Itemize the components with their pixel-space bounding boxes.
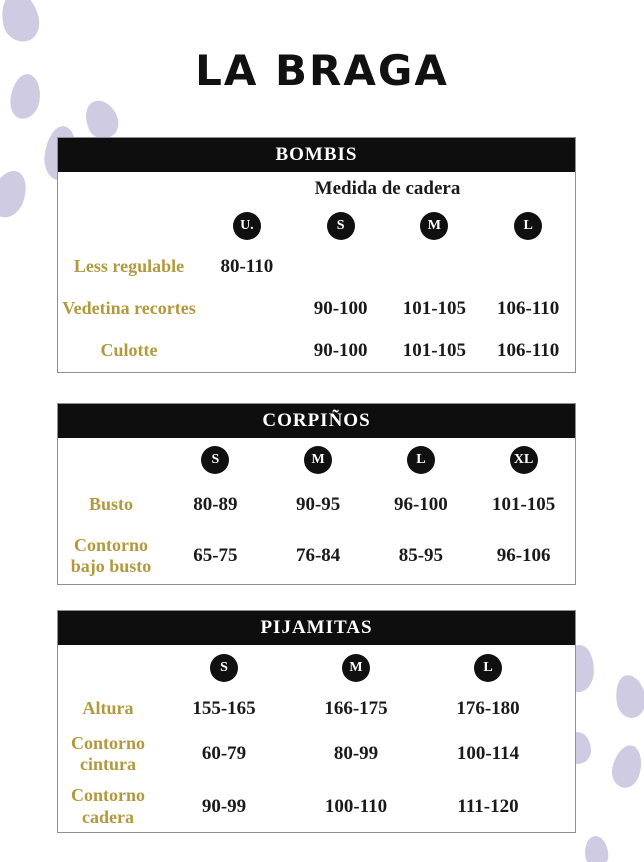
size-table-corpinos: CORPIÑOS S M L XL Busto 80-89 90-95 96-1… bbox=[57, 403, 576, 585]
table-row: Busto 80-89 90-95 96-100 101-105 bbox=[58, 482, 575, 528]
row-label: Contorno bajo busto bbox=[70, 534, 152, 576]
cell-value: 176-180 bbox=[456, 698, 520, 719]
table-title: CORPIÑOS bbox=[58, 404, 575, 438]
row-label: Less regulable bbox=[73, 256, 185, 277]
size-badge: XL bbox=[509, 446, 538, 474]
column-group-header: Medida de cadera bbox=[314, 178, 461, 199]
cell-value: 96-106 bbox=[496, 545, 551, 566]
row-label: Contorno cadera bbox=[70, 785, 145, 827]
table-row: Altura 155-165 166-175 176-180 bbox=[58, 691, 575, 727]
decorative-blob bbox=[608, 742, 644, 791]
size-badge: L bbox=[514, 212, 543, 240]
size-badge: M bbox=[420, 212, 449, 240]
row-label: Altura bbox=[82, 698, 134, 719]
cell-value: 96-100 bbox=[393, 494, 448, 515]
cell-value: 90-100 bbox=[313, 298, 368, 319]
row-label: Vedetina recortes bbox=[62, 298, 196, 319]
size-badge: S bbox=[210, 654, 238, 682]
cell-value: 80-99 bbox=[333, 743, 379, 764]
row-label: Culotte bbox=[100, 340, 158, 361]
cell-value: 60-79 bbox=[201, 743, 247, 764]
cell-value: 111-120 bbox=[457, 795, 519, 817]
size-badges-row: S M L XL bbox=[58, 438, 575, 482]
cell-value: 101-105 bbox=[491, 494, 556, 515]
size-badge: M bbox=[304, 446, 333, 474]
row-label: Busto bbox=[88, 494, 133, 515]
cell-value: 166-175 bbox=[324, 698, 388, 719]
table-title: PIJAMITAS bbox=[58, 611, 575, 645]
decorative-blob bbox=[0, 165, 33, 223]
size-badges-row: U. S M L bbox=[58, 206, 575, 246]
table-row: Contorno cadera 90-99 100-110 111-120 bbox=[58, 781, 575, 832]
decorative-blob bbox=[0, 0, 44, 46]
cell-value: 101-105 bbox=[402, 340, 467, 361]
cell-value: 106-110 bbox=[496, 298, 560, 319]
size-table-bombis: BOMBIS Medida de cadera U. S M L Less re… bbox=[57, 137, 576, 373]
table-row: Contorno cintura 60-79 80-99 100-114 bbox=[58, 727, 575, 781]
size-badge: S bbox=[201, 446, 230, 474]
table-row: Contorno bajo busto 65-75 76-84 85-95 96… bbox=[58, 528, 575, 584]
cell-value: 80-110 bbox=[220, 256, 274, 277]
table-title: BOMBIS bbox=[58, 138, 575, 172]
brand-logo: LA BRAGA bbox=[195, 46, 449, 95]
cell-value: 90-100 bbox=[313, 340, 368, 361]
cell-value: 90-95 bbox=[295, 494, 341, 515]
cell-value: 100-110 bbox=[324, 795, 388, 817]
cell-value: 65-75 bbox=[193, 545, 238, 566]
size-table-pijamitas: PIJAMITAS S M L Altura 155-165 166-175 1… bbox=[57, 610, 576, 833]
column-group-header-row: Medida de cadera bbox=[58, 172, 575, 206]
table-row: Vedetina recortes 90-100 101-105 106-110 bbox=[58, 288, 575, 330]
table-row: Less regulable 80-110 bbox=[58, 246, 575, 288]
cell-value: 85-95 bbox=[398, 545, 444, 566]
table-row: Culotte 90-100 101-105 106-110 bbox=[58, 330, 575, 372]
size-badge: S bbox=[326, 212, 355, 240]
cell-value: 80-89 bbox=[193, 494, 238, 515]
cell-value: 76-84 bbox=[295, 545, 341, 566]
decorative-blob bbox=[612, 672, 644, 721]
row-label: Contorno cintura bbox=[70, 732, 145, 774]
size-badge: L bbox=[406, 446, 435, 474]
cell-value: 100-114 bbox=[456, 743, 520, 764]
size-badge: M bbox=[342, 654, 370, 682]
cell-value: 90-99 bbox=[201, 795, 247, 817]
cell-value: 101-105 bbox=[402, 298, 467, 319]
cell-value: 155-165 bbox=[192, 698, 256, 719]
size-badges-row: S M L bbox=[58, 645, 575, 691]
cell-value: 106-110 bbox=[496, 340, 560, 361]
size-badge: L bbox=[474, 654, 502, 682]
decorative-blob bbox=[583, 834, 610, 862]
size-badge: U. bbox=[232, 212, 261, 240]
